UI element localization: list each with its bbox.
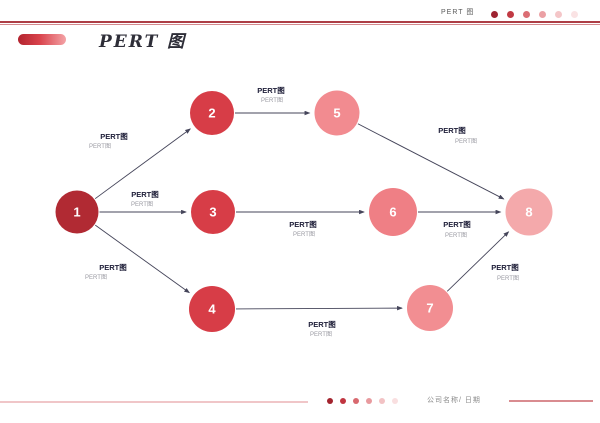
dot-4: [366, 398, 372, 404]
node-4[interactable]: [189, 286, 235, 332]
node-7[interactable]: [407, 285, 453, 331]
dot-5: [379, 398, 385, 404]
edge-label-7-8: PERT图: [491, 263, 519, 272]
edge-sublabel-1-4: PERT图: [85, 274, 107, 281]
footer-dots-decoration: [327, 398, 398, 404]
node-2[interactable]: [190, 91, 234, 135]
node-5[interactable]: [314, 90, 360, 136]
edge-label-1-3: PERT图: [131, 190, 159, 199]
dot-1: [491, 11, 498, 18]
header-title: PERT 图: [441, 9, 475, 16]
footer-line-left: [0, 401, 308, 403]
dot-2: [340, 398, 346, 404]
node-8[interactable]: [505, 188, 553, 236]
node-6[interactable]: [369, 188, 417, 236]
node-label-6: 6: [389, 205, 396, 220]
dot-3: [523, 11, 530, 18]
edge-sublabel-1-2: PERT图: [89, 143, 111, 150]
node-label-1: 1: [73, 205, 80, 220]
edge-sublabel-6-8: PERT图: [445, 232, 467, 239]
edge-sublabel-3-6: PERT图: [293, 231, 315, 238]
node-label-2: 2: [208, 106, 215, 121]
edge-4-7: [235, 305, 403, 311]
node-label-8: 8: [525, 205, 532, 220]
edge-label-3-6: PERT图: [289, 220, 317, 229]
title-accent-pill: [18, 34, 66, 45]
dot-6: [392, 398, 398, 404]
edge-label-1-4: PERT图: [99, 263, 127, 272]
edge-label-6-8: PERT图: [443, 220, 471, 229]
dot-5: [555, 11, 562, 18]
edge-1-4: [95, 224, 190, 294]
node-3[interactable]: [191, 190, 235, 234]
node-1[interactable]: [55, 190, 99, 234]
footer-company-date: 公司名称/ 日期: [427, 397, 481, 404]
edge-sublabel-1-3: PERT图: [131, 201, 153, 208]
node-label-7: 7: [426, 301, 433, 316]
edge-label-2-5: PERT图: [257, 86, 285, 95]
page-title: PERT 图: [99, 32, 187, 52]
edge-1-2: [94, 128, 191, 200]
edge-7-8: [446, 231, 510, 292]
header-dots-decoration: [491, 11, 578, 18]
edge-sublabel-5-8: PERT图: [455, 138, 477, 145]
node-label-4: 4: [208, 302, 216, 317]
node-label-3: 3: [209, 205, 216, 220]
header-divider-bottom: [0, 24, 600, 25]
dot-1: [327, 398, 333, 404]
edge-label-5-8: PERT图: [438, 126, 466, 135]
node-label-5: 5: [333, 106, 340, 121]
header-divider-top: [0, 21, 600, 23]
edge-label-4-7: PERT图: [308, 320, 336, 329]
edge-sublabel-7-8: PERT图: [497, 275, 519, 282]
edge-label-1-2: PERT图: [100, 132, 128, 141]
dot-3: [353, 398, 359, 404]
edge-sublabel-4-7: PERT图: [310, 331, 332, 338]
edge-5-8: [357, 123, 505, 200]
footer-line-right: [509, 400, 593, 402]
dot-2: [507, 11, 514, 18]
dot-6: [571, 11, 578, 18]
dot-4: [539, 11, 546, 18]
edge-sublabel-2-5: PERT图: [261, 97, 283, 104]
